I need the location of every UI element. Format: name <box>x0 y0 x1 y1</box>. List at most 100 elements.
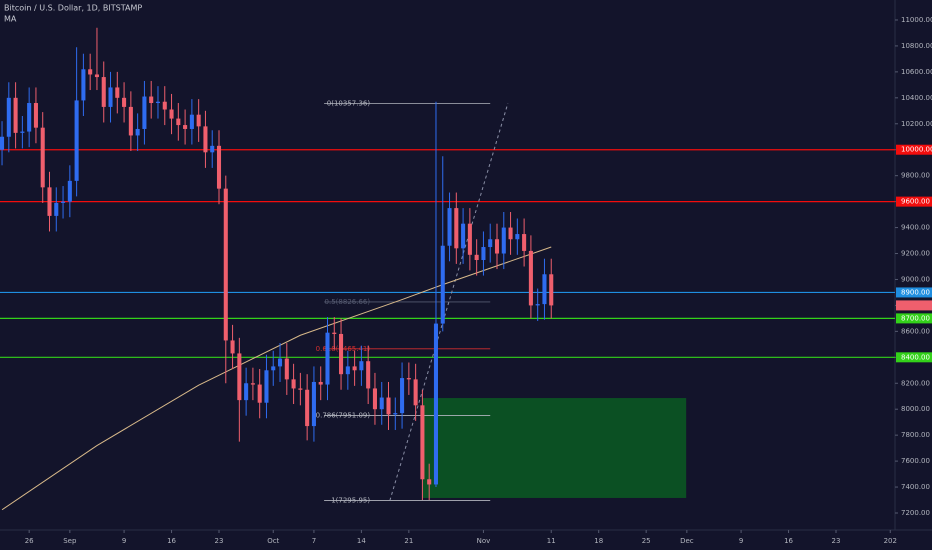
candle-body <box>81 69 86 101</box>
candle-body <box>54 202 59 216</box>
fib-label: 0(10357.36) <box>327 99 371 107</box>
candle-body <box>135 128 140 136</box>
x-tick-label: Sep <box>63 537 77 545</box>
candle-body <box>223 188 228 341</box>
candle-body <box>74 100 79 181</box>
candle-body <box>88 69 93 75</box>
x-tick-label: 7 <box>312 537 316 545</box>
candle-body <box>332 332 337 334</box>
candle-body <box>0 136 5 150</box>
candle-body <box>271 366 276 371</box>
level-tag <box>896 144 932 155</box>
candle-body <box>366 361 371 389</box>
candle-body <box>454 208 459 249</box>
candle-body <box>115 87 120 98</box>
candle-body <box>264 370 269 403</box>
candle-body <box>101 77 106 107</box>
level-label: 9600.00 <box>901 198 930 206</box>
candle-body <box>508 227 513 240</box>
candle-body <box>250 383 255 385</box>
y-tick-label: 9000.00 <box>901 275 930 283</box>
y-tick-label: 9400.00 <box>901 224 930 232</box>
x-tick-label: Nov <box>477 537 491 545</box>
level-tag <box>896 313 932 324</box>
candle-body <box>433 323 439 485</box>
candle-body <box>311 381 316 427</box>
candle-body <box>339 333 344 375</box>
candle-body <box>440 245 445 324</box>
y-tick-label: 7200.00 <box>901 509 930 517</box>
candle-body <box>196 114 201 127</box>
candle-body <box>481 247 486 261</box>
candle-body <box>230 340 235 354</box>
candle-body <box>305 389 310 427</box>
candle-body <box>162 101 167 110</box>
y-tick-label: 10600.00 <box>901 68 932 76</box>
level-label: 8400.00 <box>901 353 930 361</box>
candle-body <box>515 234 520 240</box>
candle-body <box>447 208 452 246</box>
candle-body <box>169 109 174 119</box>
candle-body <box>155 101 161 104</box>
level-tag <box>896 287 932 298</box>
candle-body <box>67 180 72 202</box>
candle-body <box>257 384 262 403</box>
candle-body <box>352 366 357 371</box>
candle-body <box>13 97 18 133</box>
y-tick-label: 10200.00 <box>901 120 932 128</box>
x-tick-label: 18 <box>594 537 603 545</box>
candle-body <box>522 234 527 251</box>
x-tick-label: 26 <box>25 537 34 545</box>
y-tick-label: 7600.00 <box>901 457 930 465</box>
candle-body <box>128 106 133 136</box>
candle-body <box>284 358 289 380</box>
candle-body <box>176 118 181 126</box>
candle-body <box>528 250 533 306</box>
candle-body <box>47 187 52 216</box>
candle-body <box>20 131 25 133</box>
candle-body <box>183 125 188 129</box>
x-tick-label: 11 <box>547 537 556 545</box>
candle-body <box>61 201 66 203</box>
candle-body <box>108 87 113 107</box>
candle-body <box>461 223 466 249</box>
x-tick-label: 202 <box>884 537 897 545</box>
candle-body <box>122 97 127 107</box>
candle-body <box>359 361 364 371</box>
fib-label: 0.5(8826.66) <box>325 298 371 306</box>
x-tick-label: 9 <box>122 537 126 545</box>
candle-body <box>40 127 45 188</box>
candle-body <box>406 378 411 380</box>
chart-title: Bitcoin / U.S. Dollar, 1D, BITSTAMP <box>4 4 142 13</box>
x-tick-label: 14 <box>357 537 366 545</box>
candle-body <box>142 96 147 129</box>
level-tag <box>896 196 932 207</box>
y-tick-label: 11000.00 <box>901 16 932 24</box>
candle-body <box>189 114 194 129</box>
last-price-tag <box>896 300 932 311</box>
candle-body <box>494 239 500 254</box>
candle-body <box>549 274 554 306</box>
candle-body <box>379 397 384 410</box>
indicator-label: MA <box>4 15 17 24</box>
level-label: 8900.00 <box>901 288 930 296</box>
level-label: 8700.00 <box>901 314 930 322</box>
target-zone <box>422 398 687 498</box>
level-label: 10000.00 <box>901 146 932 154</box>
y-tick-label: 7800.00 <box>901 431 930 439</box>
x-tick-label: 25 <box>642 537 651 545</box>
candle-body <box>27 103 32 132</box>
candle-body <box>149 96 154 104</box>
candle-body <box>413 379 418 406</box>
candle-body <box>393 413 398 415</box>
x-tick-label: 23 <box>832 537 841 545</box>
candle-body <box>535 304 540 306</box>
candle-body <box>291 379 296 389</box>
x-tick-label: Dec <box>680 537 694 545</box>
candle-body <box>400 378 405 414</box>
candle-body <box>467 223 472 255</box>
candle-body <box>427 479 432 485</box>
y-tick-label: 10400.00 <box>901 94 932 102</box>
candle-body <box>318 381 323 385</box>
